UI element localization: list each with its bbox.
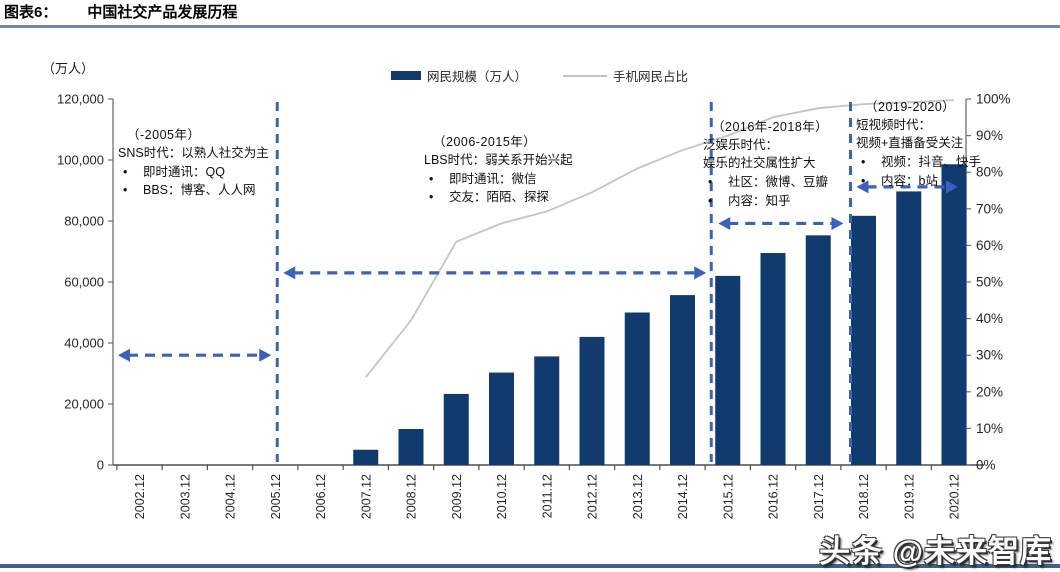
left-axis-tick-label: 80,000 xyxy=(64,214,104,229)
left-axis-tick-label: 120,000 xyxy=(57,92,104,107)
header-rule xyxy=(0,25,1060,28)
left-axis-tick-label: 60,000 xyxy=(64,275,104,290)
watermark: 头条 @未来智库 xyxy=(819,534,1052,569)
bar xyxy=(398,429,424,465)
legend-label-line-series: 手机网民占比 xyxy=(613,70,689,84)
arrow-left-head-icon xyxy=(283,266,296,280)
x-axis-category-label: 2015.12 xyxy=(721,474,735,519)
x-axis-category-label: 2020.12 xyxy=(948,474,962,519)
bar xyxy=(534,356,560,465)
bar xyxy=(489,372,514,465)
era-period: （2006-2015年） xyxy=(433,135,537,149)
legend-label-bar-series: 网民规模（万人） xyxy=(426,70,527,84)
line-series-swatch-icon xyxy=(563,74,607,77)
figure-label: 图表6： xyxy=(4,4,58,21)
bar xyxy=(715,275,741,465)
left-axis-tick-label: 100,000 xyxy=(57,153,104,168)
era-annotation-lbs: （2006-2015年） LBS时代：弱关系开始兴起 即时通讯：微信 交友：陌陌… xyxy=(424,133,639,207)
x-axis-category-label: 2013.12 xyxy=(631,474,645,519)
era-bullets: 社区：微博、豆瓣 内容：知乎 xyxy=(703,173,855,209)
right-axis-tick-label: 0% xyxy=(976,458,996,473)
legend-item-line-series: 手机网民占比 xyxy=(541,66,688,85)
bar xyxy=(670,295,695,465)
right-axis-tick-label: 100% xyxy=(976,92,1011,107)
bar xyxy=(624,312,650,465)
arrow-right-head-icon xyxy=(694,266,707,280)
right-axis-tick-label: 20% xyxy=(976,384,1003,399)
bar xyxy=(443,393,469,465)
era-title: 短视频时代： xyxy=(856,118,932,133)
era-period: （2016年-2018年） xyxy=(712,120,829,134)
figure-header: 图表6： 中国社交产品发展历程 xyxy=(0,0,1060,28)
era-annotation-pan-entertainment: （2016年-2018年） 泛娱乐时代： 娱乐的社交属性扩大 社区：微博、豆瓣 … xyxy=(703,118,855,210)
era-title: SNS时代：以熟人社交为主 xyxy=(118,146,269,161)
trend-line xyxy=(365,99,955,378)
era-bullet: 内容：b站 xyxy=(856,172,1011,190)
left-axis-unit-label: （万人） xyxy=(42,61,95,76)
era-subtitle: 娱乐的社交属性扩大 xyxy=(703,156,816,171)
era-bullet: 视频：抖音、快手 xyxy=(856,153,1011,171)
left-axis-tick-label: 40,000 xyxy=(64,336,104,351)
bar xyxy=(353,449,379,465)
era-title: 泛娱乐时代： xyxy=(703,138,779,153)
right-axis-tick-label: 60% xyxy=(976,238,1003,253)
bar xyxy=(579,336,605,465)
arrow-left-head-icon xyxy=(718,216,731,230)
x-axis-category-label: 2004.12 xyxy=(224,474,238,519)
bar xyxy=(805,235,831,465)
era-bullet: 社区：微博、豆瓣 xyxy=(703,173,855,191)
bar xyxy=(941,164,967,465)
right-axis-tick-label: 90% xyxy=(976,128,1003,143)
era-period: （2019-2020） xyxy=(865,100,956,114)
bar xyxy=(760,253,786,465)
right-axis-tick-label: 50% xyxy=(976,275,1003,290)
x-axis-category-label: 2010.12 xyxy=(495,474,509,519)
left-axis-tick-label: 20,000 xyxy=(64,397,104,412)
era-bullet: BBS：博客、人人网 xyxy=(118,181,298,199)
bar xyxy=(896,191,922,466)
arrow-left-head-icon xyxy=(118,348,130,362)
x-axis-category-label: 2017.12 xyxy=(812,474,826,519)
figure-title: 中国社交产品发展历程 xyxy=(87,4,238,21)
chart-legend: 网民规模（万人） 手机网民占比 xyxy=(113,66,966,85)
era-bullets: 即时通讯：微信 交友：陌陌、探探 xyxy=(424,170,639,206)
right-axis-tick-label: 40% xyxy=(976,311,1003,326)
bottom-rule xyxy=(0,564,1060,568)
arrow-right-head-icon xyxy=(831,216,844,230)
x-axis-category-label: 2006.12 xyxy=(314,474,328,519)
arrow-right-head-icon xyxy=(259,348,272,362)
era-bullet: 内容：知乎 xyxy=(703,192,855,210)
x-axis-category-label: 2002.12 xyxy=(133,474,147,519)
era-bullet: 交友：陌陌、探探 xyxy=(424,188,639,206)
bar xyxy=(851,215,876,465)
x-axis-category-label: 2012.12 xyxy=(586,474,600,519)
legend-item-bar-series: 网民规模（万人） xyxy=(390,66,527,85)
era-title: LBS时代：弱关系开始兴起 xyxy=(424,153,573,168)
left-axis-tick-label: 0 xyxy=(97,458,104,473)
era-bullet: 即时通讯：微信 xyxy=(424,170,639,188)
era-subtitle: 视频+直播备受关注 xyxy=(856,136,964,151)
era-period: （-2005年） xyxy=(127,128,201,142)
era-annotation-sns: （-2005年） SNS时代：以熟人社交为主 即时通讯：QQ BBS：博客、人人… xyxy=(118,126,298,200)
x-axis-category-label: 2008.12 xyxy=(405,474,419,519)
era-annotation-short-video: （2019-2020） 短视频时代： 视频+直播备受关注 视频：抖音、快手 内容… xyxy=(856,98,1011,190)
x-axis-category-label: 2018.12 xyxy=(857,474,871,519)
right-axis-tick-label: 30% xyxy=(976,348,1003,363)
x-axis-category-label: 2005.12 xyxy=(269,474,283,519)
era-bullet: 即时通讯：QQ xyxy=(118,163,298,181)
era-bullets: 视频：抖音、快手 内容：b站 xyxy=(856,153,1011,189)
right-axis-tick-label: 70% xyxy=(976,201,1003,216)
x-axis-category-label: 2016.12 xyxy=(767,474,781,519)
x-axis-category-label: 2009.12 xyxy=(450,474,464,519)
x-axis-category-label: 2014.12 xyxy=(676,474,690,519)
x-axis-category-label: 2003.12 xyxy=(178,474,192,519)
right-axis-tick-label: 10% xyxy=(976,421,1003,436)
x-axis-category-label: 2011.12 xyxy=(540,474,554,518)
bar-series-swatch-icon xyxy=(390,71,421,80)
x-axis-category-label: 2007.12 xyxy=(359,474,373,519)
era-bullets: 即时通讯：QQ BBS：博客、人人网 xyxy=(118,163,298,199)
x-axis-category-label: 2019.12 xyxy=(902,474,916,519)
